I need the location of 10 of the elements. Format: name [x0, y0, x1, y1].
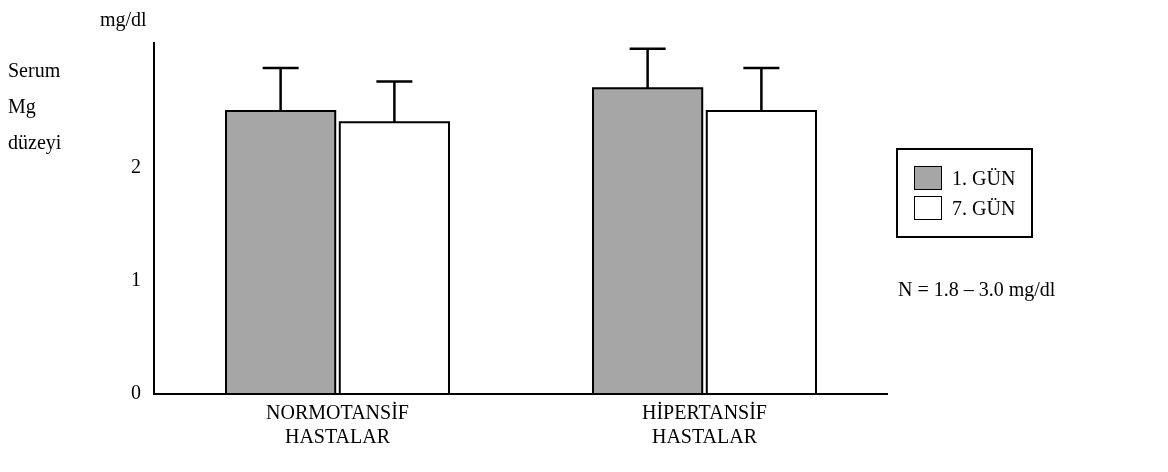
- x-tick-label: NORMOTANSİF HASTALAR: [266, 401, 409, 448]
- y-axis-title: Serum Mg düzeyi: [8, 58, 62, 156]
- x-tick-label: HİPERTANSİF HASTALAR: [642, 401, 767, 448]
- text: N = 1.8 – 3.0 mg/dl: [898, 278, 1056, 301]
- y-tick-label: 2: [131, 154, 141, 177]
- text: mg/dl: [100, 8, 147, 31]
- legend-label: 7. GÜN: [952, 196, 1016, 220]
- legend-label: 1. GÜN: [952, 166, 1016, 190]
- y-tick-label: 0: [131, 381, 141, 404]
- y-tick-label: 1: [131, 268, 141, 291]
